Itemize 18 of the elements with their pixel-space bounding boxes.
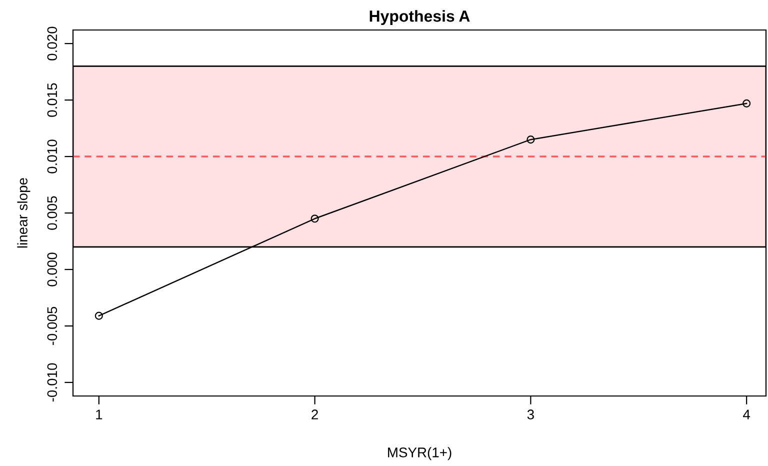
x-axis-title: MSYR(1+) xyxy=(388,447,452,460)
y-tick-label: 0.020 xyxy=(47,26,58,60)
x-tick-label: 2 xyxy=(312,410,318,420)
y-tick-label: 0.005 xyxy=(47,196,58,230)
x-tick-label: 1 xyxy=(96,410,102,420)
point xyxy=(94,312,103,320)
y-tick-label: -0.010 xyxy=(47,363,58,402)
y-axis-title: linear slope xyxy=(17,178,30,248)
point xyxy=(526,136,535,144)
x-tick-label: 3 xyxy=(527,410,534,420)
point xyxy=(742,99,751,108)
y-tick-label: 0.010 xyxy=(47,140,58,174)
y-tick-label: -0.005 xyxy=(47,306,58,346)
y-tick-label: 0.015 xyxy=(47,83,58,117)
point xyxy=(310,214,319,223)
chart-title: Hypothesis A xyxy=(370,10,470,25)
x-tick-label: 4 xyxy=(743,410,750,420)
y-tick-label: 0.000 xyxy=(47,252,58,286)
